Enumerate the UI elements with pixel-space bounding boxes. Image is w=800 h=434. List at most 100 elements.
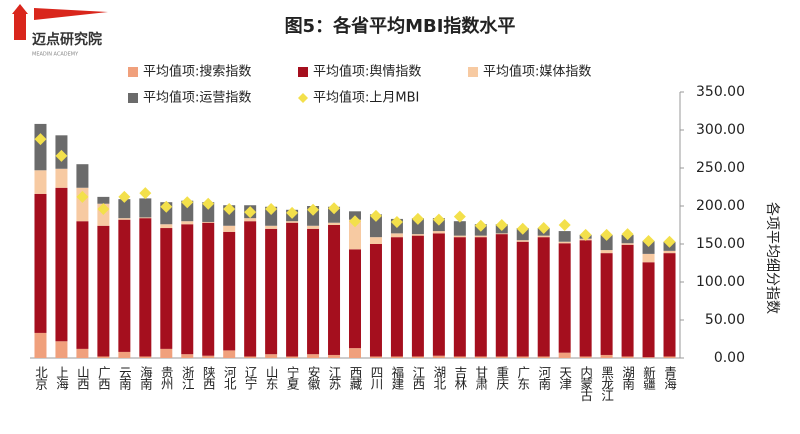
x-tick-label: 辽宁 xyxy=(243,366,258,390)
bar-segment xyxy=(369,356,382,358)
bar-segment xyxy=(34,193,47,333)
marker xyxy=(558,219,571,231)
bar-segment xyxy=(663,250,676,254)
marker xyxy=(244,206,257,219)
bar-segment xyxy=(223,231,236,351)
x-tick-label: 新疆 xyxy=(641,365,656,390)
legend-marker xyxy=(468,67,478,77)
y-tick-label: 250.00 xyxy=(696,160,745,176)
bar-segment xyxy=(495,234,508,357)
legend-label: 平均值项:上月MBI xyxy=(313,90,419,106)
bar-segment xyxy=(34,170,47,194)
marker xyxy=(474,219,487,232)
bar-segment xyxy=(55,168,68,188)
bar-segment xyxy=(34,123,47,171)
marker xyxy=(139,187,152,200)
marker xyxy=(369,209,382,222)
y-tick-label: 50.00 xyxy=(705,312,745,328)
x-tick-label: 甘肃 xyxy=(473,366,488,391)
x-tick-label: 西藏 xyxy=(348,366,363,391)
bar-segment xyxy=(97,356,110,358)
logo-name: 迈点研究院 xyxy=(32,31,102,48)
bar-segment xyxy=(160,228,173,349)
bar-segment xyxy=(390,233,403,238)
bar-segment xyxy=(432,233,445,356)
x-tick-label: 天津 xyxy=(557,366,572,390)
bar-segment xyxy=(139,217,152,219)
x-tick-label: 湖南 xyxy=(620,365,635,390)
bar-segment xyxy=(663,253,676,357)
bar-segment xyxy=(600,234,613,251)
bar-segment xyxy=(369,244,382,357)
bar-segment xyxy=(244,221,257,357)
bar-segment xyxy=(537,237,550,357)
x-tick-label: 宁夏 xyxy=(285,365,300,390)
legend-marker xyxy=(128,67,138,77)
bar-segment xyxy=(244,356,257,358)
x-tick-label: 四川 xyxy=(368,366,383,390)
bar-segment xyxy=(453,237,466,357)
bar-segment xyxy=(244,218,257,222)
marker xyxy=(390,215,403,228)
marker xyxy=(328,202,341,215)
bar-segment xyxy=(369,237,382,244)
bar-segment xyxy=(349,249,361,349)
bar-segment xyxy=(474,237,487,357)
x-tick-label: 黑龙江 xyxy=(599,366,614,401)
bar-segment xyxy=(202,202,215,222)
x-tick-label: 海南 xyxy=(138,365,153,390)
bar-segment xyxy=(307,354,320,358)
marker xyxy=(307,203,320,216)
bar-segment xyxy=(642,262,655,358)
marker xyxy=(118,190,131,203)
y-tick-label: 100.00 xyxy=(696,274,745,290)
x-tick-label: 广东 xyxy=(515,366,530,390)
marker xyxy=(76,190,89,203)
marker xyxy=(34,133,47,146)
legend-label: 平均值项:搜索指数 xyxy=(143,64,251,80)
bar-segment xyxy=(118,199,131,219)
bar-segment xyxy=(223,350,236,358)
bar-segment xyxy=(118,351,131,358)
logo: 迈点研究院 MEADIN ACADEMY xyxy=(12,4,108,58)
bar-segment xyxy=(537,235,550,238)
bar-segment xyxy=(411,356,424,358)
bar-segment xyxy=(160,224,173,229)
bar-segment xyxy=(558,352,571,358)
y-axis-label: 各项平均细分指数 xyxy=(764,202,780,314)
marker xyxy=(642,234,655,247)
bar-segment xyxy=(453,235,466,238)
bar-segment xyxy=(202,355,215,358)
logo-icon xyxy=(34,8,108,20)
x-tick-label: 河南 xyxy=(536,366,551,390)
marker xyxy=(202,197,215,210)
marker xyxy=(55,149,68,162)
x-tick-label: 湖北 xyxy=(431,365,446,391)
bar-segment xyxy=(265,228,278,355)
bar-segment xyxy=(328,222,341,225)
bar-segment xyxy=(453,356,466,358)
bar-segment xyxy=(265,354,278,358)
bar-segment xyxy=(411,234,424,236)
bar-segment xyxy=(55,341,68,358)
bar-segment xyxy=(663,356,676,358)
bar-segment xyxy=(495,233,508,235)
bar-segment xyxy=(328,354,341,358)
bar-segment xyxy=(307,228,320,355)
bar-segment xyxy=(328,225,341,355)
bar-segment xyxy=(453,221,466,236)
bar-segment xyxy=(621,244,634,357)
bar-segment xyxy=(558,231,571,242)
bar-segment xyxy=(55,187,68,342)
marker xyxy=(453,210,466,223)
bar-segment xyxy=(390,356,403,358)
bar-segment xyxy=(97,196,110,204)
marker xyxy=(265,203,278,216)
bar-segment xyxy=(139,198,152,218)
bar-segment xyxy=(474,356,487,358)
bar-segment xyxy=(118,218,131,220)
y-tick-label: 350.00 xyxy=(696,84,745,100)
chart-title: 图5：各省平均MBI指数水平 xyxy=(285,15,516,37)
bar-segment xyxy=(369,214,382,238)
